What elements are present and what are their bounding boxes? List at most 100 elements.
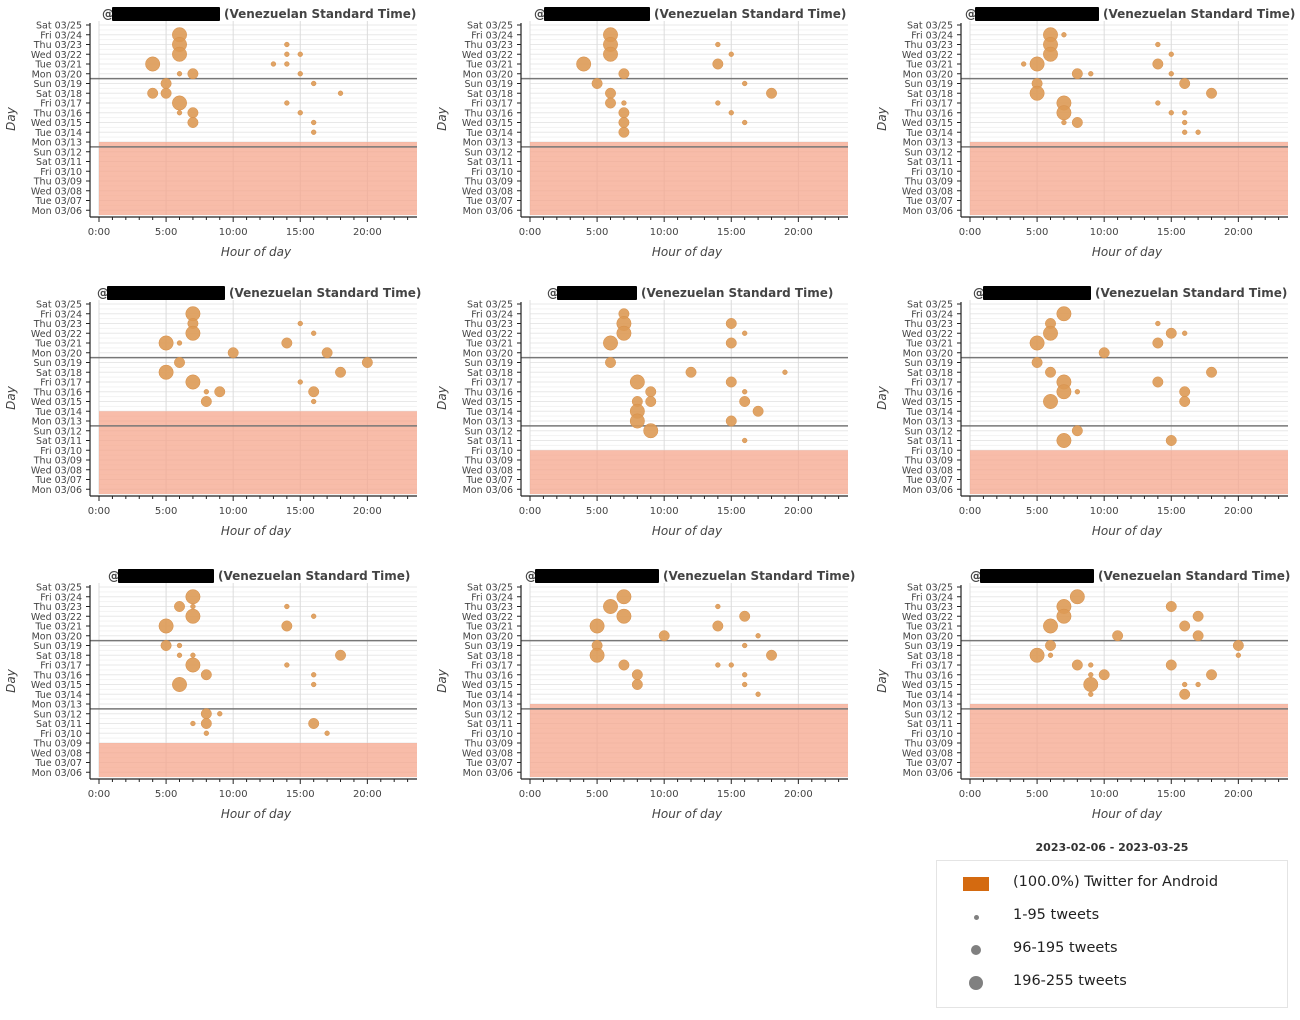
- panel-title-timezone: (Venezuelan Standard Time): [224, 7, 416, 21]
- y-tick-label: Sat 03/25: [907, 21, 953, 32]
- small-dot-icon: [973, 914, 979, 920]
- y-tick-label: Thu 03/16: [33, 670, 82, 681]
- data-point: [1182, 681, 1188, 688]
- data-point: [725, 415, 737, 427]
- legend-label: (100.0%) Twitter for Android: [1013, 874, 1219, 890]
- data-point: [361, 357, 373, 368]
- data-point: [589, 618, 605, 634]
- y-tick-label: Mon 03/06: [903, 485, 953, 496]
- x-tick-label: 15:00: [717, 506, 746, 517]
- data-point: [1232, 640, 1244, 651]
- x-tick-label: 10:00: [1090, 506, 1119, 517]
- y-tick-label: Tue 03/21: [34, 622, 82, 633]
- data-point: [1029, 85, 1045, 101]
- y-tick-label: Sat 03/18: [36, 89, 82, 100]
- y-tick-label: Tue 03/21: [905, 339, 953, 350]
- data-point: [715, 41, 721, 48]
- data-point: [742, 80, 748, 87]
- panel-title-prefix: @: [970, 569, 982, 583]
- data-point: [281, 337, 293, 349]
- data-point: [185, 374, 201, 390]
- scatter-plot: @ (Venezuelan Standard Time)Mon 03/06Tue …: [875, 569, 1290, 821]
- y-tick-label: Mon 03/20: [32, 69, 82, 80]
- x-axis-label: Hour of day: [652, 245, 723, 259]
- y-tick-label: Tue 03/21: [34, 339, 82, 350]
- redacted-username: [112, 7, 220, 21]
- data-point: [1074, 389, 1080, 395]
- y-tick-label: Wed 03/08: [902, 465, 953, 476]
- panel-title-timezone: (Venezuelan Standard Time): [1098, 569, 1290, 583]
- y-tick-label: Sat 03/18: [36, 368, 82, 379]
- data-point: [297, 379, 303, 385]
- y-tick-label: Fri 03/24: [911, 592, 953, 603]
- y-tick-label: Thu 03/16: [464, 670, 513, 681]
- y-tick-label: Thu 03/23: [904, 602, 953, 613]
- y-tick-label: Wed 03/08: [31, 465, 82, 476]
- data-point: [715, 603, 721, 610]
- y-tick-label: Mon 03/06: [32, 206, 82, 217]
- y-tick-label: Thu 03/09: [33, 456, 82, 467]
- y-tick-label: Sat 03/25: [36, 583, 82, 594]
- y-tick-label: Tue 03/14: [34, 690, 82, 701]
- x-tick-label: 0:00: [519, 789, 541, 800]
- data-point: [725, 337, 737, 349]
- data-point: [176, 110, 183, 116]
- scatter-plot: @ (Venezuelan Standard Time)Mon 03/06Tue …: [875, 286, 1288, 538]
- data-point: [217, 711, 223, 717]
- data-point: [185, 657, 201, 673]
- y-tick-label: Wed 03/08: [462, 748, 513, 759]
- y-axis-label: Day: [435, 106, 449, 131]
- data-point: [1206, 669, 1217, 681]
- data-point: [1152, 58, 1164, 70]
- y-tick-label: Wed 03/15: [31, 680, 82, 691]
- y-tick-label: Mon 03/06: [32, 768, 82, 779]
- data-point: [1168, 71, 1174, 77]
- data-point: [1056, 608, 1072, 624]
- data-point: [172, 95, 187, 111]
- x-tick-label: 10:00: [650, 506, 679, 517]
- chart-panel: @ (Venezuelan Standard Time) Mon 03/06 Tue …: [0, 279, 430, 554]
- y-tick-label: Wed 03/15: [31, 118, 82, 129]
- no-data-region: [530, 704, 848, 777]
- data-point: [200, 708, 212, 720]
- y-tick-label: Fri 03/17: [471, 378, 513, 389]
- x-axis-label: Hour of day: [1092, 524, 1163, 538]
- y-tick-label: Sat 03/25: [36, 300, 82, 311]
- y-tick-label: Tue 03/07: [465, 758, 513, 769]
- x-axis-label: Hour of day: [652, 807, 723, 821]
- y-tick-label: Tue 03/07: [465, 475, 513, 486]
- data-point: [190, 652, 196, 658]
- data-point: [589, 647, 605, 663]
- y-tick-label: Fri 03/17: [471, 99, 513, 110]
- y-tick-label: Wed 03/22: [902, 329, 953, 340]
- x-tick-label: 10:00: [219, 227, 248, 238]
- y-tick-label: Mon 03/20: [903, 348, 953, 359]
- y-axis-label: Day: [435, 385, 449, 410]
- data-point: [1112, 630, 1124, 642]
- legend-item-medium: 96-195 tweets: [937, 938, 1287, 962]
- x-tick-label: 5:00: [155, 789, 177, 800]
- data-point: [742, 672, 748, 678]
- y-tick-label: Fri 03/10: [471, 729, 513, 740]
- data-point: [147, 87, 159, 99]
- orange-swatch-icon: [963, 877, 989, 891]
- data-point: [685, 366, 697, 378]
- y-tick-label: Fri 03/24: [471, 30, 513, 41]
- data-point: [1021, 61, 1027, 67]
- y-tick-label: Wed 03/22: [462, 612, 513, 623]
- data-point: [190, 720, 196, 727]
- data-point: [311, 129, 317, 135]
- scatter-plot: @ (Venezuelan Standard Time)Mon 03/06Tue …: [4, 569, 417, 821]
- y-tick-label: Tue 03/21: [465, 60, 513, 71]
- no-data-region: [99, 411, 417, 494]
- y-tick-label: Wed 03/22: [462, 329, 513, 340]
- data-point: [605, 87, 616, 99]
- data-point: [605, 97, 616, 109]
- x-tick-label: 0:00: [88, 506, 110, 517]
- y-tick-label: Fri 03/24: [471, 592, 513, 603]
- x-tick-label: 0:00: [959, 227, 981, 238]
- data-point: [1056, 306, 1072, 322]
- y-tick-label: Mon 03/13: [32, 138, 82, 149]
- x-tick-label: 5:00: [586, 227, 608, 238]
- data-point: [603, 599, 618, 614]
